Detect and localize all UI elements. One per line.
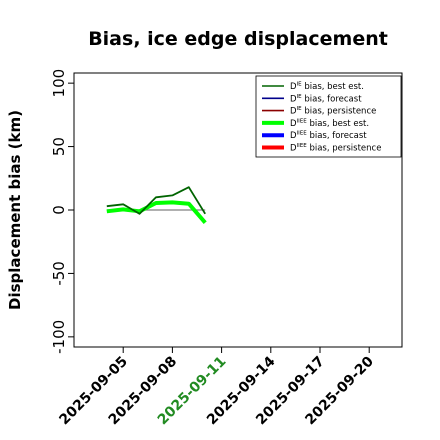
legend-label-1: DIE bias, forecast (290, 94, 362, 105)
legend-label-0: DIE bias, best est. (290, 82, 364, 93)
y-tick-label: 50 (50, 137, 68, 156)
chart-title: Bias, ice edge displacement (88, 28, 388, 50)
legend-label-3: DIIEE bias, best est. (290, 118, 369, 128)
y-tick-label: -100 (50, 320, 68, 354)
series-line-0 (106, 186, 206, 215)
legend-box (255, 75, 402, 158)
legend: DIE bias, best est.DIE bias, forecastDIE… (255, 75, 402, 158)
legend-label-5: DIIEE bias, persistence (290, 143, 381, 154)
y-tick-label: -50 (50, 261, 68, 286)
y-tick-label: 100 (50, 69, 68, 98)
series-line-3 (106, 200, 207, 225)
y-tick-label: 0 (50, 205, 68, 215)
legend-label-4: DIIEE bias, forecast (290, 131, 367, 142)
legend-label-2: DIE bias, persistence (290, 106, 376, 117)
y-axis-label: Displacement bias (km) (6, 110, 24, 310)
